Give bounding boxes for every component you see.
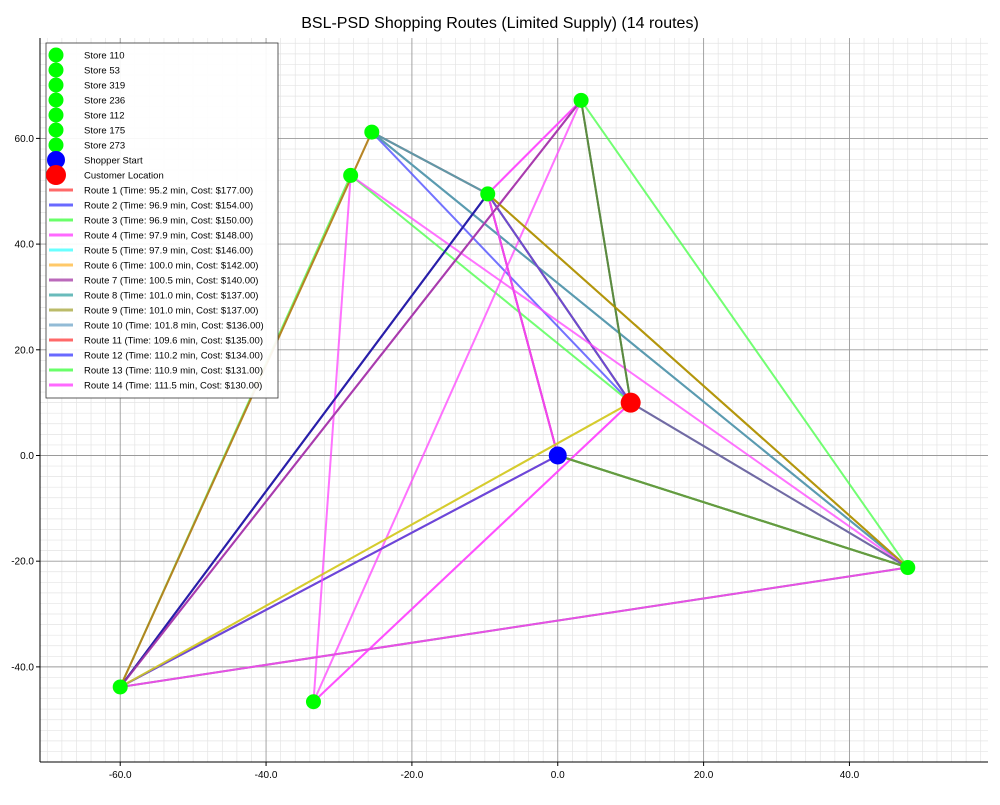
- legend-box: [45, 42, 279, 399]
- legend-label: Store 53: [84, 66, 120, 77]
- store-marker: [343, 167, 359, 183]
- shopper-start-marker: [548, 446, 567, 465]
- legend-label: Route 12 (Time: 110.2 min, Cost: $134.00…: [84, 351, 263, 362]
- x-tick-label: 40.0: [840, 770, 860, 781]
- axes: -60.0 -40.0 -20.0 0.0 20.0 40.0 -40.0 -20.0 0.0 2…: [11, 38, 988, 781]
- route-overlap-segment: [580, 100, 632, 403]
- x-tick-label: -60.0: [109, 770, 132, 781]
- legend-label: Route 3 (Time: 96.9 min, Cost: $150.00): [84, 216, 253, 227]
- route-overlap-segment: [119, 193, 489, 688]
- legend-label: Store 236: [84, 96, 125, 107]
- legend-label: Store 319: [84, 81, 125, 92]
- y-tick-label: 20.0: [15, 345, 35, 356]
- legend-marker: [48, 107, 64, 123]
- legend-marker: [48, 77, 64, 93]
- legend-label: Route 4 (Time: 97.9 min, Cost: $148.00): [84, 231, 253, 242]
- y-tick-label: -40.0: [11, 662, 34, 673]
- legend: Store 110 Store 53 Store 319 Store 236 Store…: [45, 42, 279, 399]
- legend-label: Route 13 (Time: 110.9 min, Cost: $131.00…: [84, 366, 263, 377]
- map-points: [112, 92, 916, 710]
- legend-label: Store 273: [84, 141, 125, 152]
- store-marker: [573, 92, 589, 108]
- y-tick-label: 0.0: [20, 451, 34, 462]
- store-marker: [364, 124, 380, 140]
- legend-label: Shopper Start: [84, 156, 143, 167]
- route-overlap-segment: [119, 401, 632, 688]
- legend-label: Route 8 (Time: 101.0 min, Cost: $137.00): [84, 291, 258, 302]
- route-overlap-segment: [119, 131, 373, 688]
- legend-label: Route 1 (Time: 95.2 min, Cost: $177.00): [84, 186, 253, 197]
- store-marker: [900, 560, 916, 576]
- legend-label: Route 11 (Time: 109.6 min, Cost: $135.00…: [84, 336, 263, 347]
- legend-marker: [48, 62, 64, 78]
- legend-marker: [48, 137, 64, 153]
- legend-marker: [48, 122, 64, 138]
- x-tick-label: -20.0: [401, 770, 424, 781]
- route-overlap-segment: [557, 454, 909, 569]
- chart-title: BSL-PSD Shopping Routes (Limited Supply)…: [301, 15, 699, 32]
- legend-marker: [46, 165, 66, 185]
- legend-marker: [48, 47, 64, 63]
- route-overlap-segment: [630, 401, 909, 569]
- legend-label: Store 112: [84, 111, 125, 122]
- legend-label: Route 5 (Time: 97.9 min, Cost: $146.00): [84, 246, 253, 257]
- legend-label: Route 10 (Time: 101.8 min, Cost: $136.00…: [84, 321, 264, 332]
- legend-label: Customer Location: [84, 171, 164, 182]
- y-tick-label: 40.0: [15, 240, 35, 251]
- legend-label: Store 110: [84, 51, 125, 62]
- y-tick-label: 60.0: [15, 134, 35, 145]
- customer-location-marker: [620, 392, 641, 413]
- legend-label: Route 2 (Time: 96.9 min, Cost: $154.00): [84, 201, 253, 212]
- legend-label: Route 14 (Time: 111.5 min, Cost: $130.00…: [84, 381, 262, 392]
- route-line-4: [312, 99, 632, 703]
- legend-label: Route 9 (Time: 101.0 min, Cost: $137.00): [84, 306, 258, 317]
- legend-label: Route 6 (Time: 100.0 min, Cost: $142.00): [84, 261, 258, 272]
- x-tick-label: 20.0: [694, 770, 714, 781]
- route-overlap-segment: [119, 99, 582, 688]
- x-tick-label: 0.0: [551, 770, 565, 781]
- store-marker: [112, 679, 128, 695]
- legend-marker: [47, 151, 65, 169]
- route-line-14: [119, 99, 909, 703]
- y-tick-label: -20.0: [11, 557, 34, 568]
- x-tick-label: -40.0: [255, 770, 278, 781]
- legend-marker: [48, 92, 64, 108]
- route-overlap-segment: [487, 193, 909, 569]
- legend-label: Route 7 (Time: 100.5 min, Cost: $140.00): [84, 276, 258, 287]
- legend-label: Store 175: [84, 126, 125, 137]
- store-marker: [305, 694, 321, 710]
- store-marker: [480, 186, 496, 202]
